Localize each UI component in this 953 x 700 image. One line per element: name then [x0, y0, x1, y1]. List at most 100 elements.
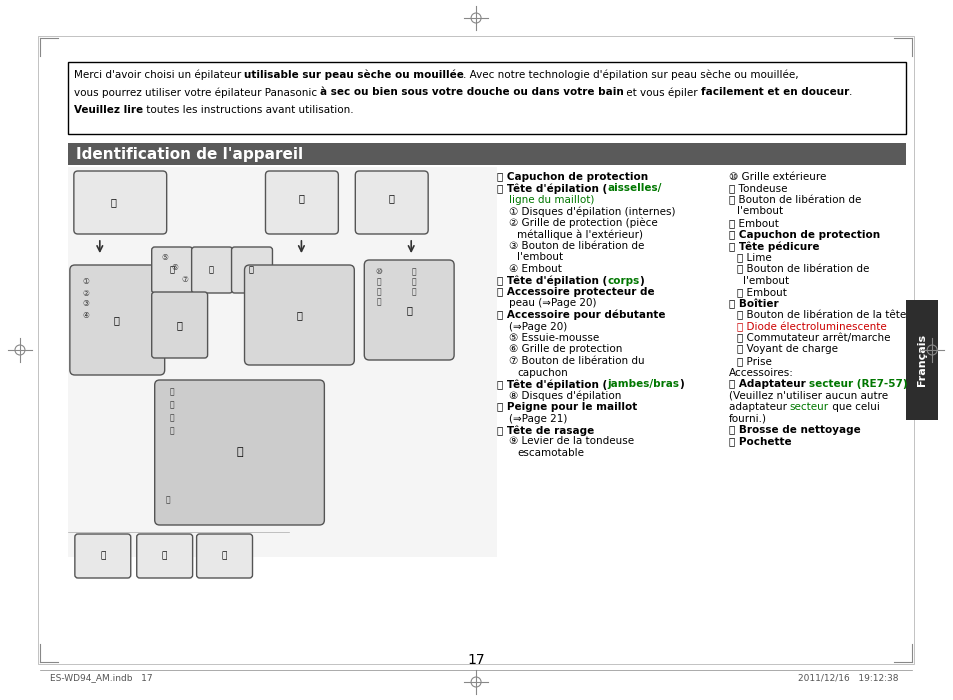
- Text: 17: 17: [467, 653, 484, 667]
- Text: ⑳ Voyant de charge: ⑳ Voyant de charge: [736, 344, 837, 354]
- Text: ⑬: ⑬: [376, 298, 381, 307]
- Text: Français: Français: [916, 334, 926, 386]
- Text: ligne du maillot): ligne du maillot): [509, 195, 594, 205]
- Text: métallique à l'extérieur): métallique à l'extérieur): [517, 230, 642, 240]
- Text: Ⓒ: Ⓒ: [169, 265, 174, 274]
- Text: Ⓔ: Ⓔ: [249, 265, 253, 274]
- Text: Ⓔ Accessoire pour débutante: Ⓔ Accessoire pour débutante: [497, 310, 665, 321]
- Text: secteur (RE7-57): secteur (RE7-57): [808, 379, 906, 389]
- Text: toutes les instructions avant utilisation.: toutes les instructions avant utilisatio…: [143, 105, 354, 115]
- Text: ⑮ Bouton de libération de: ⑮ Bouton de libération de: [736, 264, 868, 274]
- Text: Ⓐ Capuchon de protection: Ⓐ Capuchon de protection: [497, 172, 647, 182]
- Text: ): ): [639, 276, 643, 286]
- Text: ④ Embout: ④ Embout: [509, 264, 561, 274]
- Text: ⑬ Embout: ⑬ Embout: [728, 218, 778, 228]
- FancyBboxPatch shape: [232, 247, 273, 293]
- Text: ⑭ Lime: ⑭ Lime: [736, 253, 771, 262]
- Text: ⑩: ⑩: [375, 267, 382, 276]
- Text: ⑫: ⑫: [376, 288, 381, 297]
- Text: ⑱ Diode électroluminescente: ⑱ Diode électroluminescente: [736, 321, 885, 332]
- Text: (Veuillez n'utiliser aucun autre: (Veuillez n'utiliser aucun autre: [728, 391, 887, 400]
- Text: ⑭: ⑭: [412, 267, 416, 276]
- Text: Ⓓ Accessoire protecteur de: Ⓓ Accessoire protecteur de: [497, 287, 654, 297]
- FancyBboxPatch shape: [74, 534, 131, 578]
- Text: ⑩ Grille extérieure: ⑩ Grille extérieure: [728, 172, 825, 182]
- Text: ⑪ Tondeuse: ⑪ Tondeuse: [728, 183, 786, 193]
- Text: Ⓛ Prise: Ⓛ Prise: [736, 356, 771, 366]
- Text: ⑫ Bouton de libération de: ⑫ Bouton de libération de: [728, 195, 860, 205]
- Text: jambes/bras: jambes/bras: [606, 379, 679, 389]
- Text: (⇒Page 20): (⇒Page 20): [509, 321, 567, 332]
- Text: ①: ①: [82, 277, 90, 286]
- Text: ② Grille de protection (pièce: ② Grille de protection (pièce: [509, 218, 657, 228]
- Text: Ⓝ: Ⓝ: [222, 552, 227, 561]
- Text: ②: ②: [82, 288, 90, 298]
- Text: Veuillez lire: Veuillez lire: [73, 105, 143, 115]
- Text: ⑲: ⑲: [170, 414, 173, 423]
- Bar: [38, 36, 913, 664]
- Text: fourni.): fourni.): [728, 414, 766, 424]
- Text: Ⓚ Boîtier: Ⓚ Boîtier: [728, 298, 778, 309]
- Bar: [68, 143, 905, 165]
- Text: ⑦: ⑦: [181, 274, 188, 284]
- Text: Accessoires:: Accessoires:: [728, 368, 793, 377]
- Text: peau (⇒Page 20): peau (⇒Page 20): [509, 298, 596, 309]
- Text: l'embout: l'embout: [741, 276, 788, 286]
- FancyBboxPatch shape: [136, 534, 193, 578]
- Text: l'embout: l'embout: [517, 253, 562, 262]
- FancyBboxPatch shape: [244, 265, 354, 365]
- Text: Ⓙ: Ⓙ: [406, 305, 412, 315]
- Text: Ⓒ Tête d'épilation (: Ⓒ Tête d'épilation (: [497, 276, 607, 286]
- Text: Ⓜ Adaptateur: Ⓜ Adaptateur: [728, 379, 808, 389]
- Text: à sec ou bien sous votre douche ou dans votre bain: à sec ou bien sous votre douche ou dans …: [319, 87, 623, 97]
- Text: ⑳: ⑳: [170, 426, 173, 435]
- Text: ES-WD94_AM.indb   17: ES-WD94_AM.indb 17: [50, 673, 152, 682]
- Text: ㉑: ㉑: [165, 496, 170, 505]
- Text: ⑧ Disques d'épilation: ⑧ Disques d'épilation: [509, 391, 620, 401]
- FancyBboxPatch shape: [154, 380, 324, 525]
- Text: 2011/12/16   19:12:38: 2011/12/16 19:12:38: [797, 673, 898, 682]
- Text: Ⓖ: Ⓖ: [298, 193, 304, 203]
- Text: ⑱: ⑱: [170, 400, 173, 410]
- Text: ⑰ Bouton de libération de la tête: ⑰ Bouton de libération de la tête: [736, 310, 904, 321]
- Text: que celui: que celui: [828, 402, 879, 412]
- FancyBboxPatch shape: [192, 247, 233, 293]
- Text: Ⓗ Tête de rasage: Ⓗ Tête de rasage: [497, 425, 594, 435]
- Bar: [905, 300, 937, 420]
- Text: ⑰: ⑰: [170, 388, 173, 396]
- Text: Ⓞ Pochette: Ⓞ Pochette: [728, 437, 790, 447]
- Text: ③: ③: [82, 300, 90, 309]
- FancyBboxPatch shape: [355, 171, 428, 234]
- Text: secteur: secteur: [789, 402, 828, 412]
- FancyBboxPatch shape: [364, 260, 454, 360]
- FancyBboxPatch shape: [196, 534, 253, 578]
- Text: ⑤ Essuie-mousse: ⑤ Essuie-mousse: [509, 333, 598, 343]
- FancyBboxPatch shape: [73, 171, 167, 234]
- Text: et vous épiler: et vous épiler: [622, 87, 700, 97]
- Text: vous pourrez utiliser votre épilateur Panasonic: vous pourrez utiliser votre épilateur Pa…: [73, 87, 320, 97]
- FancyBboxPatch shape: [70, 265, 165, 375]
- Text: ① Disques d'épilation (internes): ① Disques d'épilation (internes): [509, 206, 675, 217]
- Text: ⑦ Bouton de libération du: ⑦ Bouton de libération du: [509, 356, 644, 366]
- Text: Ⓛ: Ⓛ: [100, 552, 106, 561]
- Text: ⑪: ⑪: [376, 277, 381, 286]
- FancyBboxPatch shape: [152, 247, 193, 293]
- Text: Ⓜ: Ⓜ: [162, 552, 167, 561]
- Text: Merci d'avoir choisi un épilateur: Merci d'avoir choisi un épilateur: [73, 69, 244, 80]
- Text: Ⓚ: Ⓚ: [236, 447, 243, 457]
- Text: .: .: [848, 87, 851, 97]
- Text: ④: ④: [82, 311, 90, 319]
- Text: capuchon: capuchon: [517, 368, 567, 377]
- Text: Ⓕ Tête d'épilation (: Ⓕ Tête d'épilation (: [497, 379, 607, 389]
- Text: Ⓗ: Ⓗ: [296, 310, 302, 320]
- Text: ⑥ Grille de protection: ⑥ Grille de protection: [509, 344, 621, 354]
- Text: ): ): [679, 379, 683, 389]
- Text: ③ Bouton de libération de: ③ Bouton de libération de: [509, 241, 643, 251]
- Text: ⑮: ⑮: [412, 277, 416, 286]
- Text: adaptateur: adaptateur: [728, 402, 789, 412]
- Bar: [68, 62, 905, 134]
- Text: (⇒Page 21): (⇒Page 21): [509, 414, 567, 424]
- Bar: [68, 167, 497, 557]
- Text: Ⓘ: Ⓘ: [388, 193, 394, 203]
- Text: Ⓝ Brosse de nettoyage: Ⓝ Brosse de nettoyage: [728, 425, 860, 435]
